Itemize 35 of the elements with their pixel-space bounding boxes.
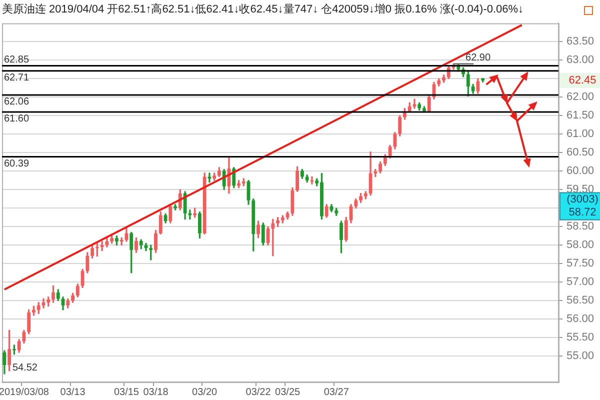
y-tick-label: 56.50 [566,294,594,307]
chart-title: 美原油连 2019/04/04 开62.51↑高62.51↓低62.41↓收62.45↓量747↓ 仓420059↓增0 振0.16% 涨(-0.04)-0.06%↓ [2,2,524,16]
candlestick [100,241,104,252]
x-tick-label: 03/27 [324,386,350,398]
y-tick-label: 56.00 [566,313,594,326]
y-tick-label: 57.50 [566,258,594,270]
x-tick-label: 03/13 [60,386,86,398]
annotation: 62.90 [466,52,491,64]
y-tick-label: 58.00 [566,239,594,252]
ref-line-label: 62.85 [4,54,30,66]
candlestick [412,98,416,109]
y-tick-label: 63.50 [566,36,594,48]
y-tick-label: 55.00 [566,350,594,362]
candlestick [208,172,212,183]
ref-line-label: 62.06 [4,96,30,108]
y-tick-label: 61.00 [566,128,594,140]
y-tick-label: 62.00 [566,91,594,104]
y-tick-label: 63.00 [566,54,594,66]
y-tick-label: 61.50 [566,110,594,122]
y-tick-label: 57.00 [566,276,594,288]
ref-line-label: 62.71 [4,72,30,84]
ref-line-label: 61.60 [4,114,30,125]
y-tick-label: 60.50 [566,146,594,159]
x-tick-label: 03/20 [192,386,218,398]
x-tick-label: 03/18 [143,386,169,398]
y-tick-label: 60.00 [566,165,594,178]
ref-line-label: 60.39 [4,158,30,170]
text: (3003) 58.72 [566,194,598,219]
text: 62.45 [568,74,596,87]
x-tick-label: 03/22 [246,386,272,398]
y-tick-label: 55.50 [566,332,594,344]
x-tick-label: 03/15 [114,386,140,398]
y-tick-label: 58.50 [566,220,594,233]
annotation: 54.52 [12,362,38,374]
x-tick-label: 03/25 [275,386,301,398]
